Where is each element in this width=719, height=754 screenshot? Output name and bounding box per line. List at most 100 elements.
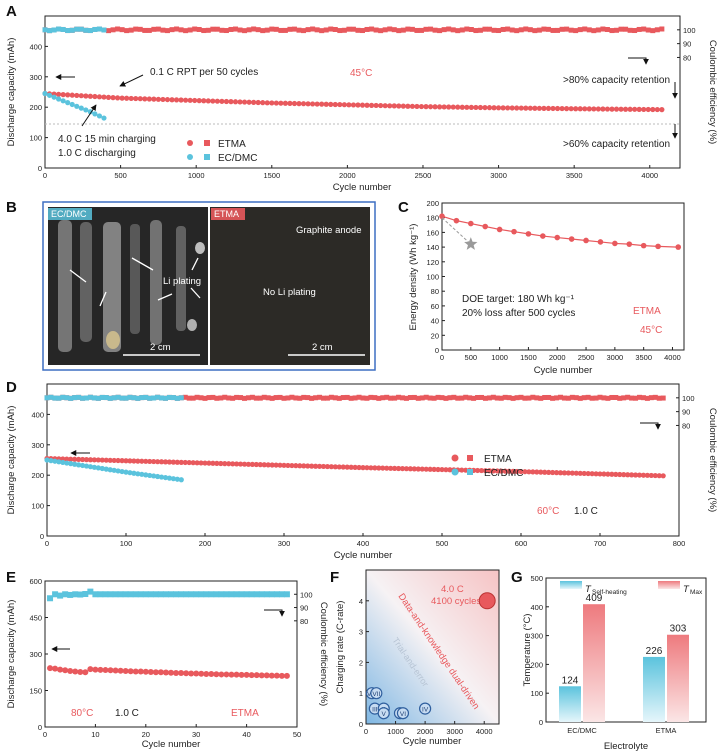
- capacity-point: [214, 460, 220, 466]
- capacity-point: [52, 458, 58, 464]
- capacity-point: [384, 465, 390, 471]
- capacity-point: [582, 106, 588, 112]
- panel-b-scale-right: 2 cm: [312, 342, 333, 353]
- ce-point: [414, 27, 420, 33]
- capacity-point: [107, 457, 113, 463]
- capacity-point: [237, 461, 244, 467]
- capacity-point: [344, 464, 350, 470]
- capacity-point: [495, 105, 502, 111]
- ce-point: [147, 591, 154, 598]
- capacity-point: [69, 92, 75, 98]
- ce-point: [263, 591, 270, 598]
- ce-point: [509, 27, 515, 33]
- capacity-point: [164, 96, 171, 103]
- ce-point: [223, 28, 229, 34]
- x-tick-label: 1000: [387, 727, 404, 736]
- ce-point: [514, 28, 520, 34]
- x-tick-label: 20: [142, 730, 150, 739]
- panel-f-point1: 4.0 C: [441, 584, 464, 595]
- capacity-point: [277, 462, 283, 468]
- ce-point: [559, 26, 565, 32]
- ce-point: [210, 394, 216, 400]
- capacity-point: [142, 96, 148, 102]
- ce-point: [546, 394, 552, 400]
- panel-a-xlabel: Cycle number: [333, 182, 392, 193]
- capacity-point: [500, 105, 506, 111]
- panel-c-doe2: 20% loss after 500 cycles: [462, 308, 575, 319]
- capacity-point: [95, 465, 101, 471]
- capacity-point: [83, 457, 90, 463]
- capacity-point: [228, 671, 235, 678]
- panel-a-charge-arrow: [81, 104, 97, 127]
- energy-density-point: [597, 239, 604, 245]
- ce-point: [127, 394, 133, 400]
- capacity-point: [76, 462, 82, 468]
- capacity-point: [201, 98, 207, 104]
- ce-point: [74, 26, 80, 32]
- capacity-point: [439, 466, 445, 473]
- capacity-point: [142, 668, 149, 675]
- capacity-point: [210, 98, 216, 104]
- ce-point: [178, 591, 185, 598]
- panel-d-legend-ecdmc-circle: [451, 468, 459, 476]
- ce-point: [182, 394, 188, 400]
- ce-point: [137, 26, 143, 32]
- ce-point: [387, 26, 393, 32]
- ce-point: [117, 591, 124, 598]
- ce-point: [409, 26, 415, 32]
- capacity-point: [68, 461, 74, 467]
- x-tick-label: 500: [114, 171, 127, 180]
- energy-density-point: [482, 223, 489, 230]
- ce-point: [218, 591, 225, 598]
- ce-point: [277, 394, 283, 400]
- ce-point: [391, 27, 397, 33]
- capacity-point: [395, 465, 402, 472]
- capacity-point: [222, 461, 228, 467]
- capacity-point: [168, 669, 174, 676]
- x-tick-label: 4000: [476, 727, 493, 736]
- capacity-point: [92, 111, 98, 117]
- capacity-point: [510, 468, 516, 474]
- energy-density-point: [511, 228, 517, 235]
- ce-point: [258, 591, 265, 598]
- panel-c-doe1: DOE target: 180 Wh kg⁻¹: [462, 294, 575, 305]
- ce-point: [77, 591, 84, 598]
- capacity-point: [62, 667, 69, 674]
- capacity-point: [387, 103, 393, 109]
- capacity-point: [328, 464, 334, 470]
- capacity-point: [359, 102, 366, 108]
- x-tick-label: 0: [43, 171, 47, 180]
- capacity-point: [155, 96, 161, 102]
- panel-d-chart: 0 100 200 300 400 500 600 700 800 0 100 200 300 400 80…: [6, 383, 718, 561]
- capacity-point: [46, 92, 53, 98]
- ce-point: [439, 395, 445, 401]
- ce-point: [324, 395, 330, 401]
- ce-point: [431, 395, 437, 401]
- capacity-point: [117, 667, 124, 674]
- panel-e-y2label: Coulombic efficiency (%): [318, 602, 329, 706]
- ce-point: [317, 394, 323, 400]
- capacity-point: [203, 670, 210, 677]
- ce-point: [115, 26, 121, 32]
- ce-point: [222, 394, 228, 400]
- ce-point: [84, 395, 89, 401]
- literature-point-label: VII: [372, 691, 380, 698]
- x-tick-label: 0: [364, 727, 368, 736]
- capacity-point: [99, 457, 105, 463]
- capacity-point: [137, 668, 144, 675]
- capacity-point: [360, 465, 366, 471]
- capacity-point: [228, 99, 234, 105]
- ce-point: [459, 395, 465, 401]
- ce-point: [214, 26, 220, 32]
- capacity-point: [133, 95, 139, 102]
- panel-c-temp: 45°C: [640, 325, 662, 336]
- capacity-point: [595, 106, 601, 112]
- panel-e-chart: 0 10 20 30 40 50 0 150 300 450 600 80 90 100 Discharg…: [6, 577, 329, 750]
- capacity-point: [561, 470, 568, 476]
- ce-point: [296, 27, 302, 33]
- x-tick-label: 2000: [417, 727, 434, 736]
- capacity-point: [617, 471, 623, 478]
- capacity-point: [641, 106, 647, 113]
- ce-point: [558, 394, 563, 400]
- capacity-point: [502, 468, 508, 474]
